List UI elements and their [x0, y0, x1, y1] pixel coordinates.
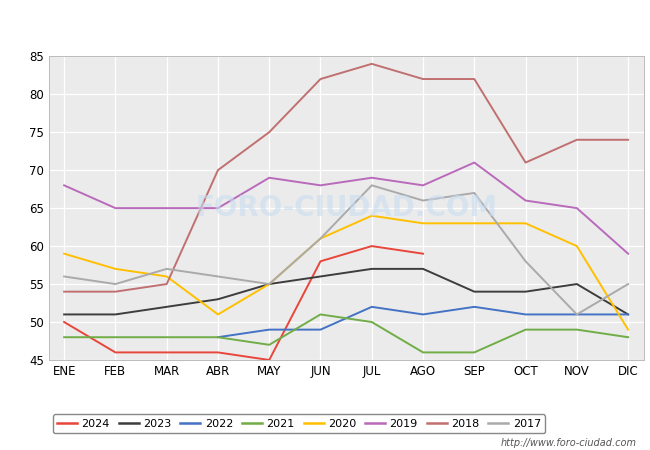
Text: http://www.foro-ciudad.com: http://www.foro-ciudad.com [501, 438, 637, 448]
Legend: 2024, 2023, 2022, 2021, 2020, 2019, 2018, 2017: 2024, 2023, 2022, 2021, 2020, 2019, 2018… [53, 414, 545, 433]
Text: FORO-CIUDAD.COM: FORO-CIUDAD.COM [195, 194, 497, 222]
Text: Afiliados en Olmos de Ojeda a 31/8/2024: Afiliados en Olmos de Ojeda a 31/8/2024 [155, 17, 495, 35]
